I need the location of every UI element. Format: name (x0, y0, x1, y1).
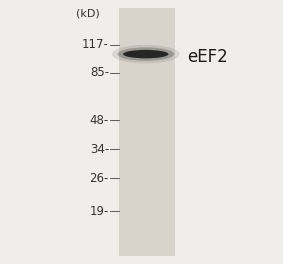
Bar (119, 8, 175, 256)
Text: 34-: 34- (90, 143, 109, 156)
Text: 85-: 85- (90, 66, 109, 79)
Text: 117-: 117- (82, 38, 109, 51)
Ellipse shape (117, 47, 174, 61)
Text: 26-: 26- (90, 172, 109, 185)
Text: 48-: 48- (90, 114, 109, 127)
Ellipse shape (112, 45, 180, 63)
Text: (kD): (kD) (76, 8, 100, 18)
Text: eEF2: eEF2 (187, 48, 228, 66)
Text: 19-: 19- (90, 205, 109, 218)
Ellipse shape (123, 50, 168, 58)
